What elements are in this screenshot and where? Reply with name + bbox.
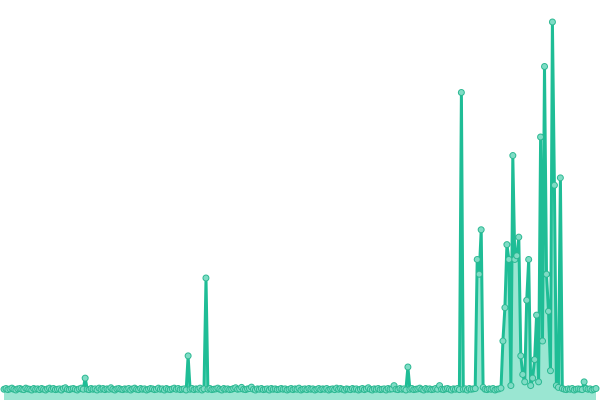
data-point [513,252,521,260]
data-point [529,374,537,382]
data-point [546,367,554,375]
series-area [4,22,596,400]
data-point [517,352,525,360]
data-point [535,378,543,386]
data-point [497,384,505,392]
data-point [592,385,600,393]
data-point [501,304,509,312]
data-point [543,270,551,278]
data-point [515,233,523,241]
data-point [499,337,507,345]
data-point [548,18,556,26]
data-point [507,382,515,390]
data-point [457,88,465,96]
data-point [541,63,549,71]
data-points [0,18,600,394]
data-point [521,378,529,386]
data-point [505,255,513,263]
data-point [539,337,547,345]
data-point [533,311,541,319]
data-point [81,374,89,382]
data-point [580,378,588,386]
data-point [473,255,481,263]
data-point [537,133,545,141]
data-point [523,296,531,304]
data-point [519,370,527,378]
data-point [404,363,412,371]
data-point [477,226,485,234]
data-point [184,352,192,360]
data-point [544,307,552,315]
data-point [503,241,511,249]
data-point [556,174,564,182]
data-point [531,356,539,364]
data-point [525,255,533,263]
data-point [527,382,535,390]
data-point [509,152,517,160]
data-point [202,274,210,282]
data-point [471,385,479,393]
data-point [475,270,483,278]
data-point [550,181,558,189]
